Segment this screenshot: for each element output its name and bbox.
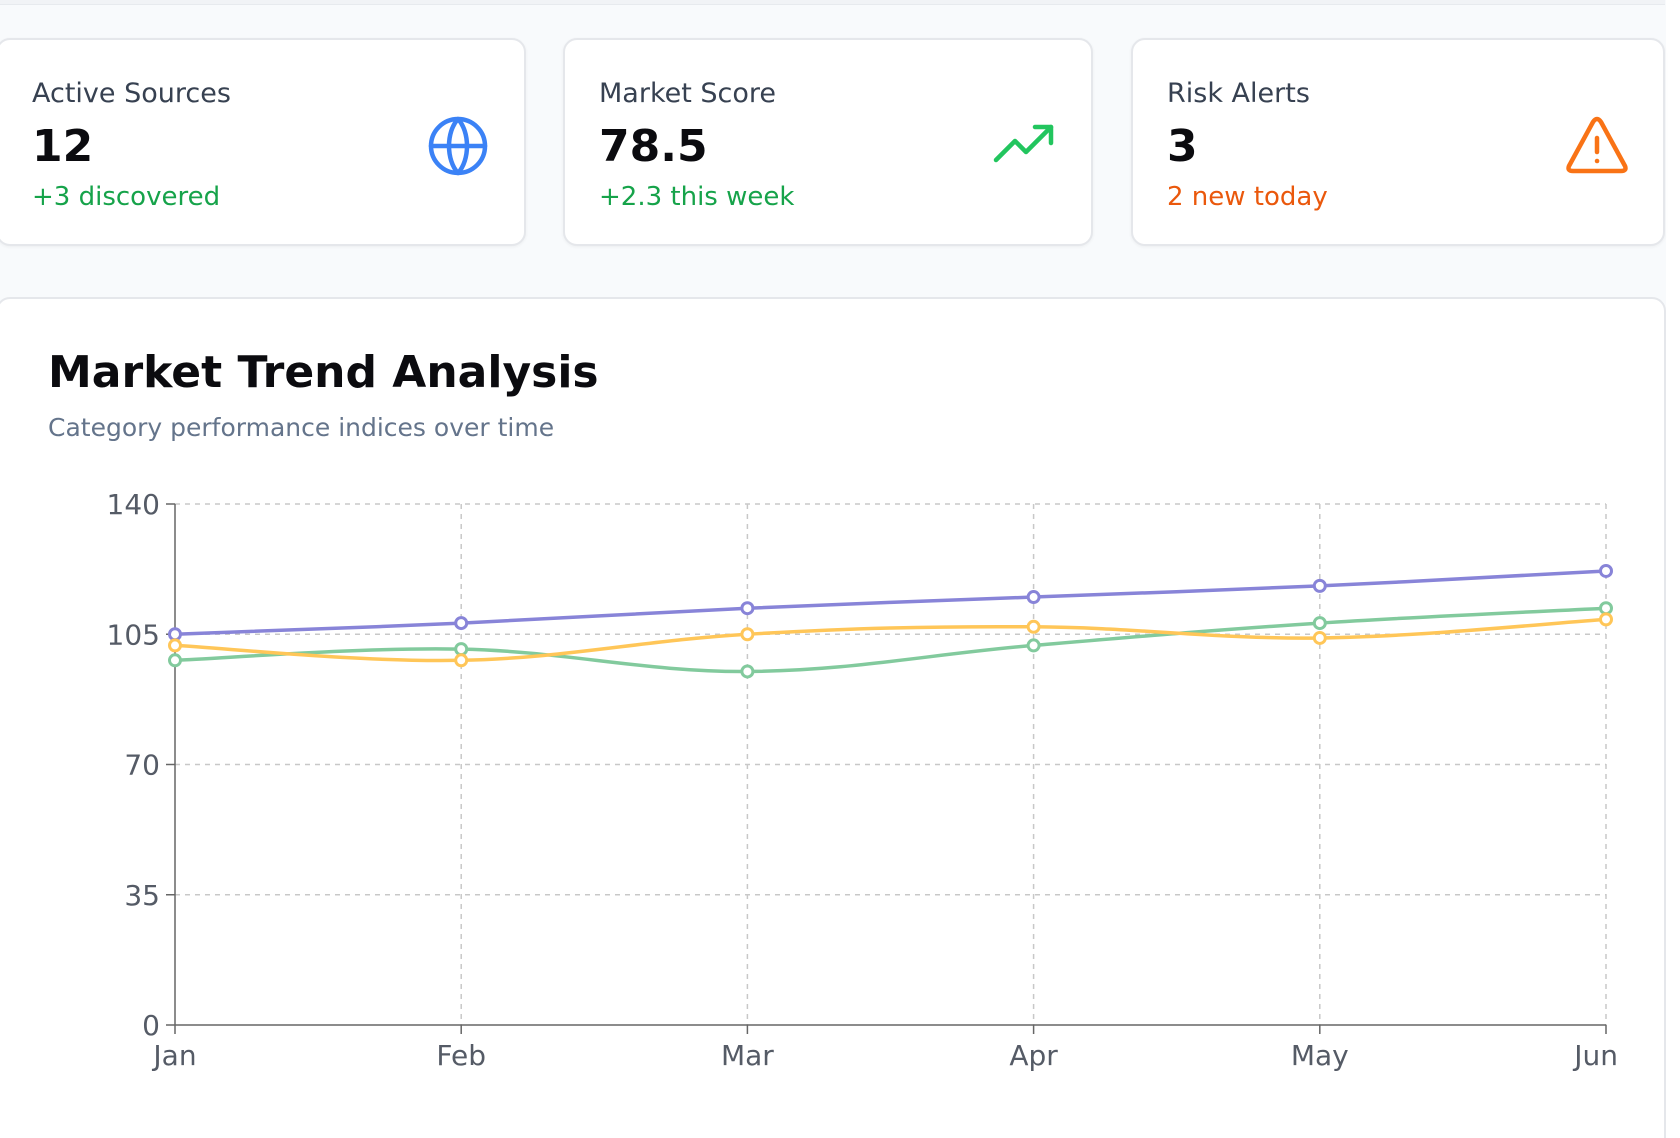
y-tick-label: 70 bbox=[124, 749, 160, 782]
x-tick-label: Mar bbox=[721, 1039, 774, 1072]
data-point-series-1 bbox=[1599, 563, 1613, 578]
data-point-series-2 bbox=[168, 653, 182, 668]
data-point-series-2 bbox=[740, 664, 755, 679]
data-point-series-3 bbox=[1026, 619, 1041, 634]
data-point-series-3 bbox=[168, 638, 182, 653]
x-tick-label: Jan bbox=[151, 1039, 196, 1072]
y-tick-label: 35 bbox=[124, 879, 160, 912]
x-tick-label: Apr bbox=[1009, 1039, 1058, 1072]
stat-change: 2 new today bbox=[1167, 182, 1328, 212]
data-point-series-1 bbox=[1312, 578, 1327, 593]
data-point-series-3 bbox=[1599, 612, 1613, 627]
data-point-series-3 bbox=[740, 627, 755, 642]
data-point-series-3 bbox=[1312, 630, 1327, 645]
y-tick-label: 105 bbox=[107, 618, 160, 651]
data-point-series-1 bbox=[168, 627, 182, 642]
series-line-3 bbox=[174, 617, 1607, 663]
chart-card: Market Trend Analysis Category performan… bbox=[0, 297, 1666, 1138]
data-point-series-2 bbox=[1026, 638, 1041, 653]
stat-card-active-sources: Active Sources 12 +3 discovered bbox=[0, 38, 526, 246]
globe-icon bbox=[428, 116, 488, 176]
stat-label: Market Score bbox=[599, 78, 777, 109]
stat-card-risk-alerts: Risk Alerts 3 2 new today bbox=[1131, 38, 1665, 246]
alert-triangle-icon bbox=[1566, 116, 1628, 174]
data-point-series-1 bbox=[454, 616, 469, 631]
scrollbar-track[interactable] bbox=[1666, 0, 1680, 1138]
stat-change: +2.3 this week bbox=[599, 182, 795, 212]
data-point-series-3 bbox=[454, 653, 469, 668]
trending-up-icon bbox=[993, 124, 1054, 163]
stat-change: +3 discovered bbox=[32, 182, 221, 212]
data-point-series-2 bbox=[454, 642, 469, 657]
stat-label: Risk Alerts bbox=[1167, 78, 1310, 109]
x-tick-label: May bbox=[1291, 1039, 1349, 1072]
stat-value: 78.5 bbox=[599, 121, 708, 172]
stat-value: 3 bbox=[1167, 121, 1198, 172]
data-point-series-2 bbox=[1599, 601, 1613, 616]
y-tick-label: 140 bbox=[107, 488, 160, 521]
x-tick-label: Feb bbox=[436, 1039, 486, 1072]
data-point-series-1 bbox=[740, 601, 755, 616]
series-line-1 bbox=[174, 569, 1607, 636]
x-tick-label: Jun bbox=[1572, 1039, 1618, 1072]
header-strip bbox=[0, 0, 1665, 5]
chart-subtitle: Category performance indices over time bbox=[48, 413, 555, 442]
stat-label: Active Sources bbox=[32, 78, 231, 109]
y-tick-label: 0 bbox=[142, 1009, 160, 1042]
data-point-series-2 bbox=[1312, 616, 1327, 631]
stat-value: 12 bbox=[32, 121, 94, 172]
stat-card-market-score: Market Score 78.5 +2.3 this week bbox=[563, 38, 1093, 246]
chart-title: Market Trend Analysis bbox=[48, 347, 599, 398]
data-point-series-1 bbox=[1026, 590, 1041, 605]
series-line-2 bbox=[174, 606, 1607, 674]
